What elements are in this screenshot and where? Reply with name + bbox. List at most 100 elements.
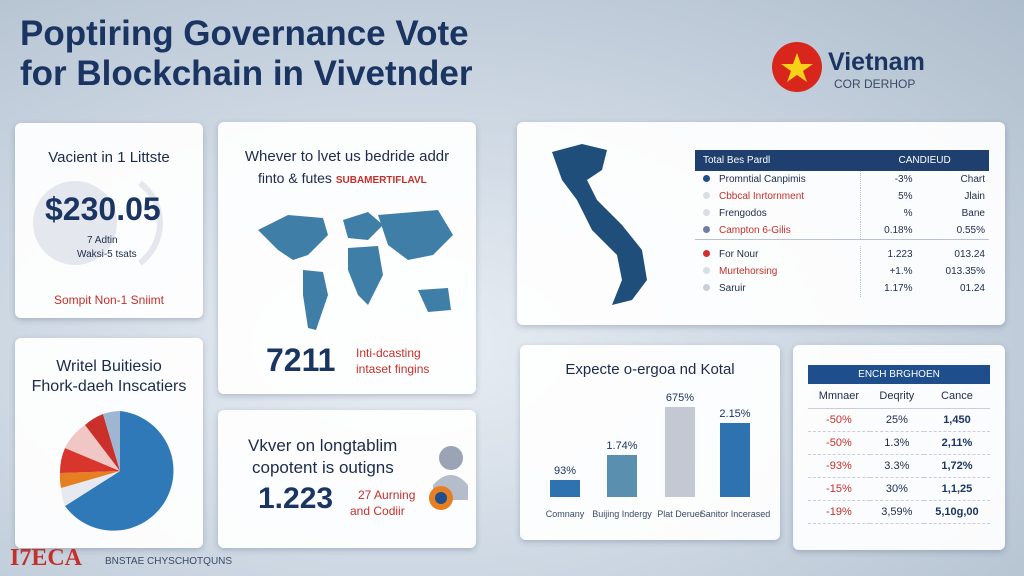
row: Murtehorsing +1.% 013.35% [695, 262, 989, 280]
cell: 25% [869, 408, 924, 432]
dot [703, 266, 710, 274]
subtitle-text: finto & futes [258, 170, 332, 186]
cell: 1,72% [923, 454, 990, 478]
row-value: Bane [961, 208, 985, 219]
dot [703, 175, 710, 182]
dot-cell [695, 205, 715, 222]
table-title: ENCH BRGHOEN [858, 369, 940, 380]
note: Inti-dcasting [356, 346, 421, 360]
row: Frengodos% Bane [695, 205, 989, 222]
row-value: 013.24 [954, 248, 985, 260]
cell: 5,10g,00 [923, 500, 990, 524]
note: intaset fingins [356, 362, 430, 376]
subtitle-red: SUBAMERTIFLAVL [335, 175, 427, 186]
row: -15% 30% 1,1,25 [808, 477, 990, 501]
card-title: Writel Buitiesio [56, 358, 162, 375]
row-label: Campton 6-Gilis [719, 225, 791, 236]
row-value: 1.223 [859, 245, 917, 263]
header-cell: CANDIEUD [898, 155, 951, 166]
spacer [695, 239, 989, 246]
text: copotent is outigns [252, 458, 394, 477]
cell: 3,59% [869, 500, 924, 524]
card-title: Fhork-daeh Inscatiers [31, 378, 187, 395]
bar-label: 1.74% [606, 440, 637, 452]
divider [695, 239, 989, 246]
row-label: Murtehorsing [719, 265, 778, 277]
cell: -50% [808, 431, 870, 455]
header-cell: Cance [923, 384, 990, 409]
rate-table: ENCH BRGHOEN Mmnaer Deqrity Cance -50% 25% 1,4… [808, 365, 990, 524]
bar-category: Comnany [546, 509, 585, 519]
dot [703, 283, 710, 291]
vietnam-table-wrap: Total Bes Pardl CANDIEUD Promntial Canpimi… [695, 150, 989, 297]
text: Vkver on longtablim [248, 436, 398, 455]
bar-label: 675% [666, 392, 694, 404]
row-label: Frengodos [719, 208, 767, 219]
dot-cell [695, 171, 715, 188]
dot-cell [695, 222, 715, 240]
dot-cell [695, 188, 715, 205]
decor [33, 180, 163, 266]
dot-cell [695, 280, 715, 297]
bar-category: Plat Deruer [657, 509, 703, 519]
bar-label: 2.15% [719, 408, 750, 420]
icon [429, 446, 468, 510]
row-label: For Nour [719, 248, 759, 260]
bar-category: Sanitor Incerased [700, 509, 771, 519]
cell: 2,11% [923, 431, 990, 455]
pie [59, 411, 174, 531]
world-card: Whever to lvet us bedride addr finto & f… [218, 122, 476, 394]
note: and Codiir [350, 504, 405, 518]
vietnam-card: Total Bes Pardl CANDIEUD Promntial Canpimi… [517, 122, 1005, 325]
count-card: Vkver on longtablim copotent is outigns … [218, 410, 476, 548]
logo-sub: COR DERHOP [834, 77, 916, 91]
cell: 1,1,25 [923, 477, 990, 501]
pie-card: Writel Buitiesio Fhork-daeh Inscatiers [15, 338, 203, 548]
row-value: -3% [859, 171, 917, 188]
table-card: ENCH BRGHOEN Mmnaer Deqrity Cance -50% 25% 1,4… [793, 345, 1005, 550]
dot [703, 226, 710, 233]
big-number: 7211 [266, 342, 336, 378]
dot-cell [695, 246, 715, 263]
row: -19% 3,59% 5,10g,00 [808, 500, 990, 524]
row: Campton 6-Gilis 0.18% 0.55% [695, 222, 989, 240]
footer-brand: I7ECA [10, 545, 83, 571]
row-value: 01.24 [959, 282, 985, 294]
card-title: Vacient in 1 Littste [48, 149, 170, 166]
bars-card: Expecte o-ergoa nd Kotal 93% Comnany 1.74%… [520, 345, 780, 540]
big-number: 1.223 [258, 482, 334, 515]
cell: 1,450 [923, 408, 990, 432]
dot [703, 192, 710, 199]
dot [703, 249, 710, 257]
row-value: % [859, 205, 917, 222]
cell: -93% [808, 454, 870, 478]
row: Cbbcal Inrtornment 5% Jlain [695, 188, 989, 205]
row: For Nour 1.223 013.24 [695, 245, 989, 263]
row: -50% 25% 1,450 [808, 408, 990, 432]
price-card: Vacient in 1 Littste $230.05 7 Adtin Wak… [15, 123, 203, 318]
vietnam-map [552, 144, 647, 305]
cell: 1.3% [869, 431, 924, 455]
logo-name: Vietnam [828, 48, 925, 76]
header-row: Total Bes Pardl CANDIEUD [695, 150, 989, 171]
bar [607, 455, 637, 497]
card-footer: Sompit Non-1 Sniimt [53, 293, 165, 307]
row: -50% 1.3% 2,11% [808, 431, 990, 455]
row-value: Chart [960, 174, 985, 185]
row-value: 0.55% [956, 225, 985, 236]
row-label: Promntial Canpimis [719, 174, 806, 185]
row-value: 013.35% [945, 265, 985, 277]
bar-chart: 93% Comnany 1.74% Buijing Indergy 675% Plat D… [546, 392, 771, 519]
vietnam-table: Total Bes Pardl CANDIEUD Promntial Canpimi… [695, 150, 989, 297]
header-cell: Total Bes Pardl [703, 155, 771, 166]
logo-flag [772, 42, 822, 92]
title-line: for Blockchain in Vivetnder [20, 54, 473, 93]
world-map [258, 210, 453, 330]
row: Saruir 1.17% 01.24 [695, 279, 989, 297]
note: 7 Adtin [87, 235, 118, 246]
bar [665, 407, 695, 497]
note: Waksi-5 tsats [77, 249, 137, 260]
row-value: +1.% [859, 262, 917, 280]
amount: $230.05 [45, 191, 161, 227]
